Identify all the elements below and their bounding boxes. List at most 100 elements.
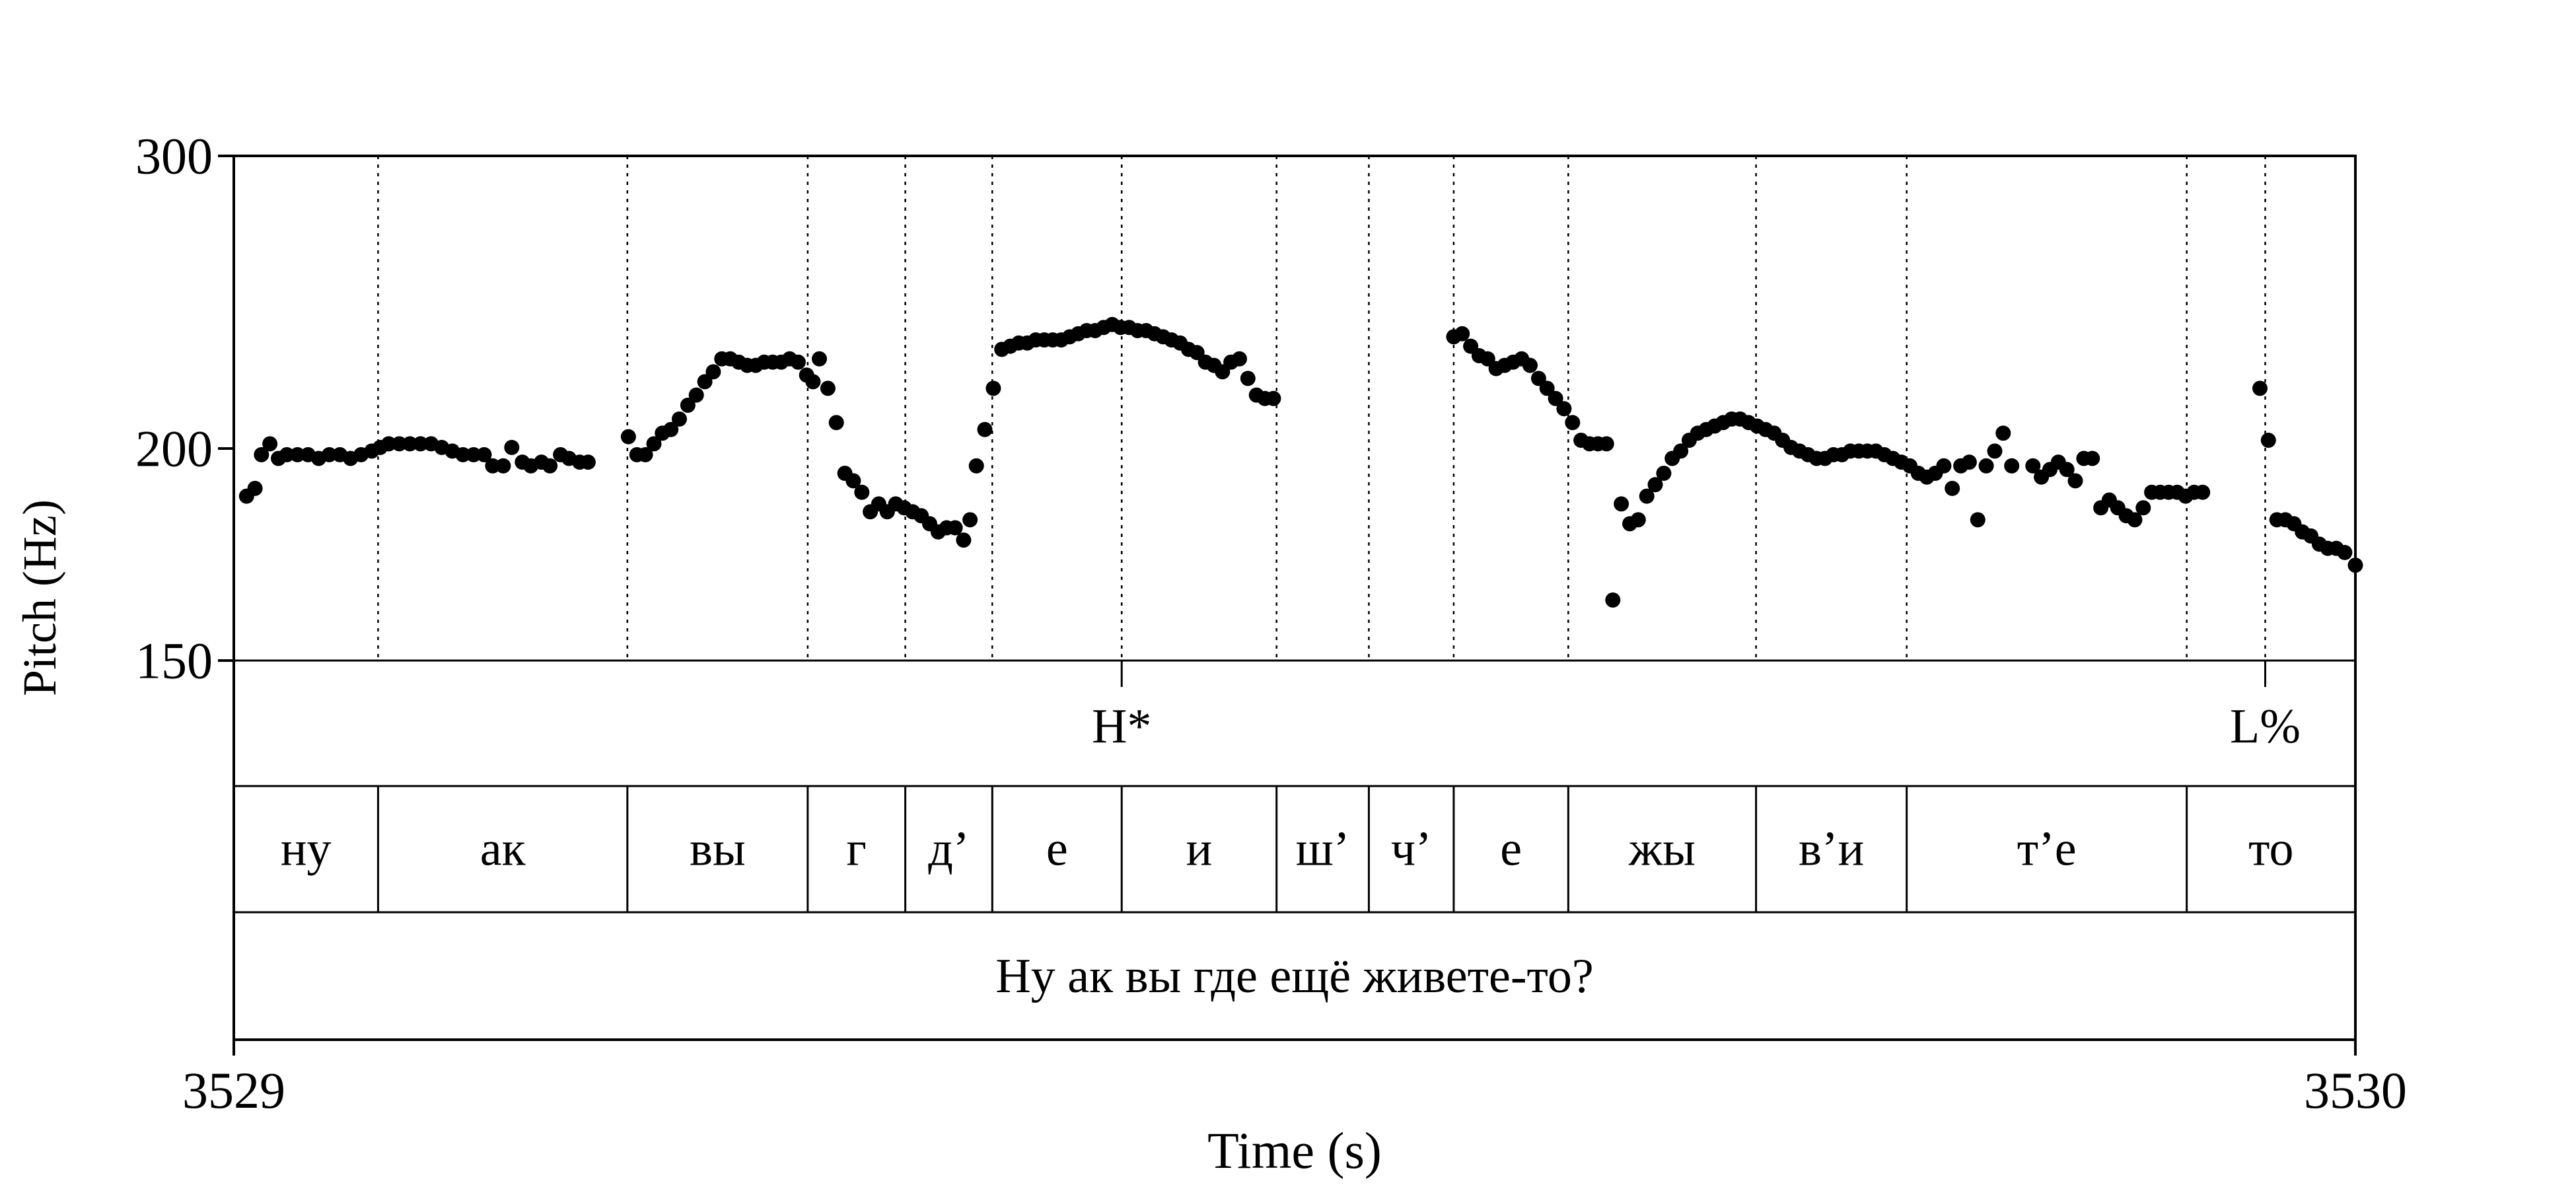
pitch-point xyxy=(2059,462,2075,478)
pitch-point xyxy=(392,436,407,452)
pitch-point xyxy=(476,447,492,462)
pitch-point xyxy=(1936,458,1952,474)
pitch-point xyxy=(1556,401,1572,417)
pitch-point xyxy=(466,447,482,462)
pitch-point xyxy=(672,411,687,427)
pitch-point xyxy=(2347,558,2363,573)
pitch-point xyxy=(2260,433,2276,448)
pitch-point xyxy=(820,380,836,396)
pitch-point xyxy=(289,447,305,462)
y-tick-label-200: 200 xyxy=(135,420,213,478)
pitch-point xyxy=(254,447,269,462)
x-axis-label: Time (s) xyxy=(1207,1122,1382,1179)
y-axis: 300 200 150 Pitch (Hz) xyxy=(13,127,234,696)
pitch-point xyxy=(688,387,704,403)
y-tick-label-300: 300 xyxy=(135,127,213,185)
pitch-point xyxy=(495,458,511,474)
pitch-point xyxy=(580,454,596,470)
pitch-point xyxy=(697,374,713,390)
pitch-point xyxy=(805,374,821,390)
pitch-point xyxy=(1656,466,1672,481)
syllable-label: то xyxy=(2248,822,2293,877)
pitch-point xyxy=(2067,473,2083,489)
pitch-points xyxy=(238,316,2363,608)
annotation-tiers: ну ак вы г д’ е и ш’ ч’ е жы в’и т’е то H* L% xyxy=(281,661,2301,912)
pitch-point xyxy=(1565,415,1581,431)
pitch-point xyxy=(854,484,870,500)
pitch-point xyxy=(1598,436,1614,452)
pitch-point xyxy=(381,436,396,452)
pitch-point xyxy=(646,436,662,452)
pitch-point xyxy=(2004,458,2020,474)
pitch-point xyxy=(1961,454,1977,470)
pitch-point xyxy=(1240,371,1256,386)
syllable-label: е xyxy=(1046,822,1068,877)
pitch-point xyxy=(790,354,806,370)
tone-label: L% xyxy=(2230,700,2301,754)
syllable-label: ч’ xyxy=(1391,822,1432,877)
pitch-point xyxy=(1945,480,1960,496)
pitch-point xyxy=(1995,425,2011,441)
pitch-point xyxy=(1539,380,1555,396)
pitch-point xyxy=(262,436,278,452)
syllable-label: ну xyxy=(281,822,332,877)
pitch-point xyxy=(2085,450,2100,466)
pitch-point xyxy=(968,458,984,474)
x-tick-label-3529: 3529 xyxy=(182,1062,285,1119)
pitch-point xyxy=(1530,371,1546,386)
pitch-point xyxy=(637,447,653,462)
pitch-point xyxy=(1266,390,1281,406)
pitch-point xyxy=(1673,443,1689,459)
pitch-point xyxy=(402,436,418,452)
pitch-point xyxy=(247,480,263,496)
sentence-label: Ну ак вы где ещё живете-то? xyxy=(995,949,1593,1003)
pitch-point xyxy=(1639,488,1655,504)
pitch-point xyxy=(455,447,471,462)
pitch-point xyxy=(947,520,963,536)
pitch-point xyxy=(542,458,558,474)
pitch-point xyxy=(1978,458,1994,474)
pitch-point xyxy=(485,458,501,474)
pitch-point xyxy=(1614,496,1629,512)
pitch-point xyxy=(1987,443,2003,459)
syllable-label: вы xyxy=(690,822,746,877)
pitch-point xyxy=(956,532,972,548)
pitch-point xyxy=(1647,477,1663,493)
syllable-label: т’е xyxy=(2017,822,2077,877)
pitch-point xyxy=(413,436,429,452)
pitch-point xyxy=(1605,592,1621,608)
syllable-label: д’ xyxy=(928,822,969,877)
y-axis-label: Pitch (Hz) xyxy=(13,499,66,696)
syllable-label: ак xyxy=(480,822,526,877)
pitch-point xyxy=(977,421,993,437)
pitch-point xyxy=(828,415,844,431)
pitch-point xyxy=(845,473,861,489)
syllable-label: ш’ xyxy=(1296,822,1350,877)
syllable-label: и xyxy=(1186,822,1213,877)
pitch-point xyxy=(1630,512,1646,528)
pitch-point xyxy=(2252,380,2268,396)
pitch-point xyxy=(1548,390,1563,406)
y-tick-label-150: 150 xyxy=(135,632,213,690)
tone-label: H* xyxy=(1092,700,1151,754)
x-tick-label-3530: 3530 xyxy=(2304,1062,2407,1119)
pitch-point xyxy=(663,421,679,437)
pitch-point xyxy=(985,380,1001,396)
pitch-point xyxy=(705,364,721,380)
pitch-point xyxy=(2127,512,2143,528)
pitch-point xyxy=(1970,512,1986,528)
syllable-label: жы xyxy=(1628,822,1696,877)
pitch-point xyxy=(620,429,636,445)
pitch-point xyxy=(2337,544,2353,560)
pitch-point xyxy=(504,439,520,455)
pitch-point xyxy=(2195,484,2211,500)
pitch-point xyxy=(1522,357,1538,373)
x-axis: 3529 3530 Time (s) xyxy=(182,1040,2407,1179)
pitch-point xyxy=(2135,500,2151,516)
pitch-point xyxy=(962,512,978,528)
syllable-label: г xyxy=(847,822,867,877)
pitch-point xyxy=(279,447,295,462)
pitch-point xyxy=(812,351,827,367)
pitch-point xyxy=(1454,326,1470,342)
pitch-point xyxy=(2025,458,2041,474)
